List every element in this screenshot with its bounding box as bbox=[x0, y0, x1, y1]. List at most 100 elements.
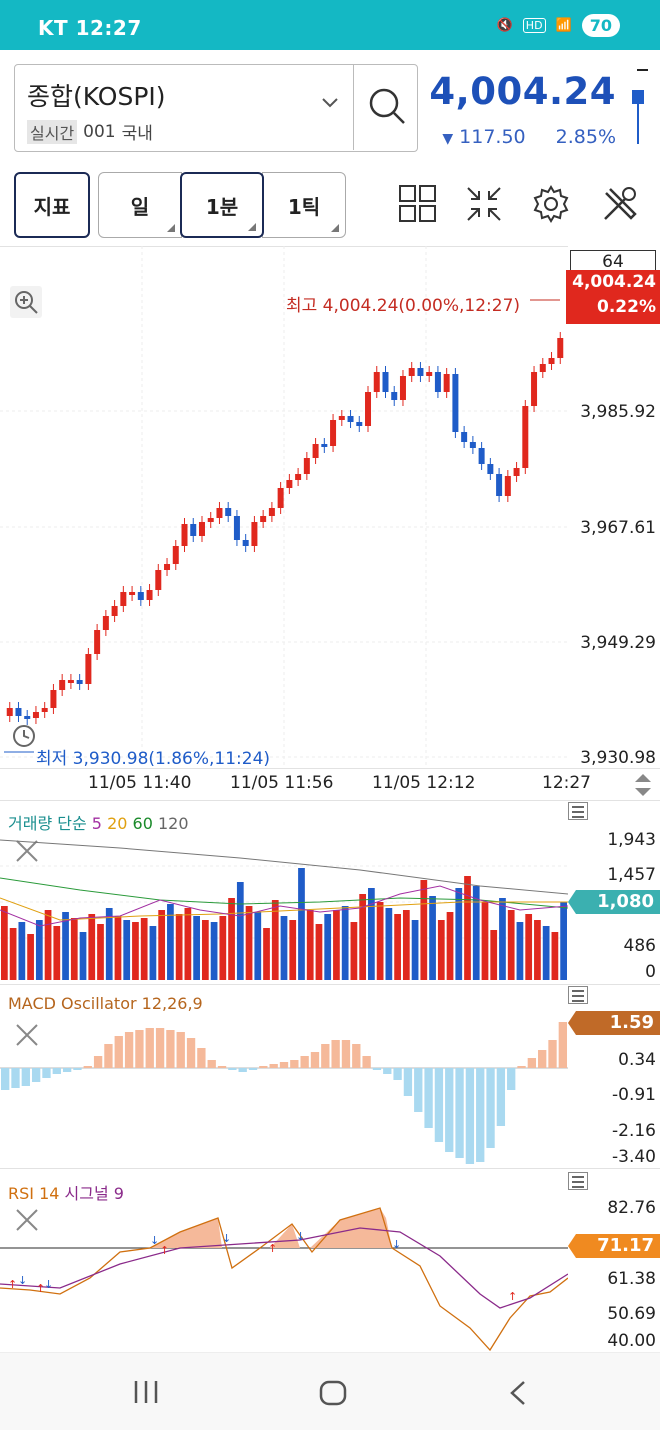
candle-body bbox=[504, 476, 511, 496]
stock-name: 종합(KOSPI) bbox=[27, 82, 166, 111]
gear-icon[interactable] bbox=[531, 184, 571, 224]
macd-bar bbox=[217, 1066, 227, 1068]
mute-icon: 🔇 bbox=[496, 18, 513, 33]
volume-bar bbox=[551, 932, 559, 980]
macd-bar bbox=[300, 1056, 309, 1068]
macd-bar bbox=[269, 1064, 278, 1068]
volume-bar bbox=[167, 904, 174, 980]
zoom-in-icon[interactable] bbox=[10, 286, 42, 318]
volume-bar bbox=[341, 906, 349, 980]
clock-icon[interactable] bbox=[10, 722, 38, 750]
tick-label: 1틱 bbox=[287, 194, 321, 219]
candle-body bbox=[452, 374, 459, 432]
system-nav-bar bbox=[0, 1352, 660, 1430]
back-icon[interactable] bbox=[506, 1379, 530, 1407]
macd-bar bbox=[279, 1062, 289, 1068]
candle-body bbox=[330, 420, 337, 446]
volume-bar bbox=[560, 902, 567, 980]
chevron-down-icon[interactable] bbox=[321, 93, 339, 114]
close-icon[interactable] bbox=[14, 1207, 40, 1233]
volume-title-label: 거래량 단순 bbox=[8, 814, 87, 833]
macd-bar bbox=[341, 1040, 351, 1068]
volume-menu-icon[interactable] bbox=[568, 802, 588, 820]
candle-body bbox=[531, 372, 538, 406]
down-arrow-icon: ▼ bbox=[442, 131, 454, 147]
layout-grid-icon[interactable] bbox=[398, 184, 438, 224]
volume-bar bbox=[446, 912, 454, 980]
candle-body bbox=[198, 522, 205, 536]
volume-bar bbox=[18, 922, 26, 980]
rsi-signal-label: 시그널 9 bbox=[64, 1184, 124, 1203]
minute-button[interactable]: 1분 bbox=[180, 172, 264, 238]
rsi-chart[interactable]: ↑ ↓↑↓↓↑↓↑↓↓↑ bbox=[0, 1196, 568, 1352]
status-bar: KT 12:27 🔇 HD 📶 70 bbox=[0, 0, 660, 50]
volume-bar bbox=[149, 926, 157, 980]
macd-y-label: -3.40 bbox=[612, 1147, 656, 1167]
y-label: 3,930.98 bbox=[580, 748, 656, 768]
candle-body bbox=[111, 606, 118, 616]
candle-body bbox=[277, 488, 284, 508]
candle-body bbox=[461, 432, 468, 442]
volume-bar bbox=[62, 912, 69, 980]
candle-body bbox=[268, 508, 275, 516]
compress-icon[interactable] bbox=[464, 184, 504, 224]
volume-bar bbox=[411, 920, 419, 980]
macd-bar bbox=[465, 1068, 475, 1164]
candle-body bbox=[382, 372, 389, 392]
home-icon[interactable] bbox=[318, 1379, 348, 1407]
volume-bar bbox=[158, 910, 166, 980]
recent-apps-icon[interactable] bbox=[132, 1379, 162, 1405]
macd-bar bbox=[166, 1030, 175, 1068]
ma20-label: 20 bbox=[107, 814, 128, 833]
volume-bar bbox=[490, 930, 498, 980]
macd-bar bbox=[238, 1068, 247, 1072]
volume-bar bbox=[525, 914, 533, 980]
divider bbox=[0, 768, 660, 769]
volume-bar bbox=[140, 918, 148, 980]
ma5-label: 5 bbox=[91, 814, 102, 833]
macd-y-label: -0.91 bbox=[612, 1085, 656, 1105]
price-chart[interactable] bbox=[0, 246, 660, 800]
candle-body bbox=[373, 372, 380, 392]
macd-bar bbox=[197, 1048, 206, 1068]
volume-bar bbox=[324, 914, 332, 980]
tick-button[interactable]: 1틱 bbox=[262, 172, 346, 238]
day-button[interactable]: 일 bbox=[98, 172, 182, 238]
macd-bar bbox=[155, 1028, 165, 1068]
low-label: 최저 3,930.98(1.86%,11:24) bbox=[36, 749, 271, 769]
scroll-arrows-icon[interactable] bbox=[630, 772, 656, 798]
volume-chart[interactable] bbox=[0, 830, 568, 982]
indicator-button[interactable]: 지표 bbox=[14, 172, 90, 238]
volume-bar bbox=[105, 908, 113, 980]
volume-bar bbox=[219, 916, 227, 980]
candle-body bbox=[102, 616, 109, 630]
macd-chart[interactable] bbox=[0, 1000, 568, 1170]
signal-arrow: ↑ bbox=[268, 1242, 277, 1255]
candle-body bbox=[286, 480, 293, 488]
candle-body bbox=[120, 592, 127, 606]
macd-bar bbox=[104, 1044, 113, 1068]
candle-body bbox=[59, 680, 66, 690]
volume-bar bbox=[315, 924, 323, 980]
stock-selector[interactable]: 종합(KOSPI) 실시간 001 국내 bbox=[14, 64, 418, 152]
candle-body bbox=[303, 458, 310, 474]
close-icon[interactable] bbox=[14, 838, 40, 864]
volume-bar bbox=[79, 932, 87, 980]
signal-arrow: ↑ bbox=[508, 1290, 517, 1303]
tools-icon[interactable] bbox=[600, 184, 640, 224]
candle-body bbox=[321, 444, 328, 447]
macd-bar bbox=[248, 1068, 258, 1070]
search-button[interactable] bbox=[353, 65, 417, 150]
candle-body bbox=[94, 630, 101, 654]
candle-body bbox=[207, 518, 214, 522]
close-icon[interactable] bbox=[14, 1022, 40, 1048]
volume-bar bbox=[44, 910, 52, 980]
macd-menu-icon[interactable] bbox=[568, 986, 588, 1004]
signal-arrow: ↑ bbox=[8, 1278, 17, 1291]
macd-current-tag: 1.59 bbox=[568, 1011, 660, 1035]
volume-bar bbox=[201, 920, 209, 980]
macd-bar bbox=[476, 1068, 485, 1162]
rsi-menu-icon[interactable] bbox=[568, 1172, 588, 1190]
volume-bar bbox=[254, 912, 262, 980]
minute-label: 1분 bbox=[205, 194, 239, 219]
